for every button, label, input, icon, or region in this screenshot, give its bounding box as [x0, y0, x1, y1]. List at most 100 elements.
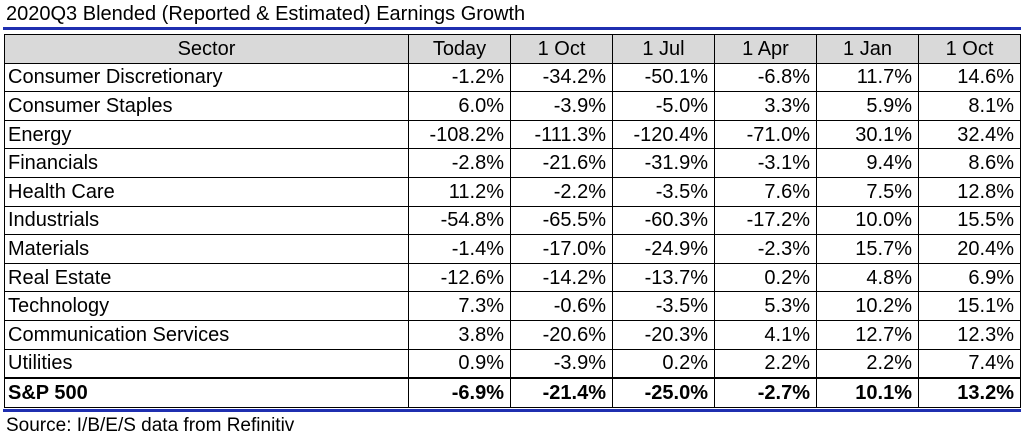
value-cell: 0.2%: [612, 348, 715, 379]
value-cell: -3.5%: [612, 176, 715, 207]
value-cell: 3.3%: [714, 91, 817, 121]
value-cell: -20.6%: [510, 319, 613, 350]
value-cell: 5.9%: [816, 91, 919, 121]
value-cell: 6.0%: [408, 91, 511, 121]
table-row: Materials -1.4% -17.0% -24.9% -2.3% 15.7% 20.4…: [4, 234, 1021, 264]
value-cell: -111.3%: [510, 119, 613, 150]
header-cell: 1 Jan: [816, 34, 919, 64]
value-cell: 0.9%: [408, 348, 511, 379]
value-cell: 7.3%: [408, 291, 511, 321]
sector-cell: Materials: [4, 234, 409, 264]
value-cell: 7.4%: [918, 348, 1021, 379]
table-row: Utilities 0.9% -3.9% 0.2% 2.2% 2.2% 7.4%: [4, 348, 1021, 379]
value-cell: -17.2%: [714, 205, 817, 236]
header-row: Sector Today 1 Oct 1 Jul 1 Apr 1 Jan 1 O…: [4, 34, 1021, 64]
sector-cell: Industrials: [4, 205, 409, 236]
sector-cell: Health Care: [4, 176, 409, 207]
sector-cell: Consumer Staples: [4, 91, 409, 121]
value-cell: -71.0%: [714, 119, 817, 150]
value-cell: 8.6%: [918, 148, 1021, 178]
table-body: Consumer Discretionary -1.2% -34.2% -50.1% -…: [4, 62, 1021, 408]
value-cell: -50.1%: [612, 62, 715, 93]
table-row: Industrials -54.8% -65.5% -60.3% -17.2% 10.0%…: [4, 205, 1021, 236]
header-cell: 1 Apr: [714, 34, 817, 64]
value-cell: 0.2%: [714, 262, 817, 293]
value-cell: -25.0%: [612, 377, 715, 408]
value-cell: -20.3%: [612, 319, 715, 350]
value-cell: 11.7%: [816, 62, 919, 93]
table-row: Health Care 11.2% -2.2% -3.5% 7.6% 7.5% 12.8%: [4, 176, 1021, 207]
value-cell: -12.6%: [408, 262, 511, 293]
value-cell: -60.3%: [612, 205, 715, 236]
value-cell: 10.2%: [816, 291, 919, 321]
value-cell: -24.9%: [612, 234, 715, 264]
table-row: Real Estate -12.6% -14.2% -13.7% 0.2% 4.8% 6.9…: [4, 262, 1021, 293]
value-cell: 7.5%: [816, 176, 919, 207]
value-cell: 30.1%: [816, 119, 919, 150]
value-cell: 12.7%: [816, 319, 919, 350]
sector-cell: Communication Services: [4, 319, 409, 350]
table-row: Technology 7.3% -0.6% -3.5% 5.3% 10.2% 15.1%: [4, 291, 1021, 321]
value-cell: -1.4%: [408, 234, 511, 264]
table-row: Communication Services 3.8% -20.6% -20.3% 4.…: [4, 319, 1021, 350]
value-cell: 14.6%: [918, 62, 1021, 93]
value-cell: 15.1%: [918, 291, 1021, 321]
value-cell: 7.6%: [714, 176, 817, 207]
header-cell: Sector: [4, 34, 409, 64]
value-cell: -13.7%: [612, 262, 715, 293]
earnings-growth-table: Sector Today 1 Oct 1 Jul 1 Apr 1 Jan 1 O…: [4, 34, 1021, 408]
value-cell: 11.2%: [408, 176, 511, 207]
value-cell: 15.7%: [816, 234, 919, 264]
value-cell: 6.9%: [918, 262, 1021, 293]
value-cell: 9.4%: [816, 148, 919, 178]
value-cell: -34.2%: [510, 62, 613, 93]
value-cell: -2.3%: [714, 234, 817, 264]
value-cell: -21.6%: [510, 148, 613, 178]
value-cell: -2.2%: [510, 176, 613, 207]
table-title: 2020Q3 Blended (Reported & Estimated) Ea…: [6, 3, 526, 25]
value-cell: -120.4%: [612, 119, 715, 150]
sector-cell: S&P 500: [4, 377, 409, 408]
value-cell: -6.9%: [408, 377, 511, 408]
header-cell: 1 Jul: [612, 34, 715, 64]
bottom-rule: [3, 409, 1021, 412]
value-cell: -2.7%: [714, 377, 817, 408]
source-note: Source: I/B/E/S data from Refinitiv: [6, 415, 295, 436]
value-cell: -21.4%: [510, 377, 613, 408]
value-cell: -2.8%: [408, 148, 511, 178]
value-cell: -0.6%: [510, 291, 613, 321]
value-cell: -54.8%: [408, 205, 511, 236]
table-row: Financials -2.8% -21.6% -31.9% -3.1% 9.4% 8.6%: [4, 148, 1021, 178]
value-cell: -108.2%: [408, 119, 511, 150]
sector-cell: Utilities: [4, 348, 409, 379]
value-cell: 2.2%: [816, 348, 919, 379]
value-cell: 10.1%: [816, 377, 919, 408]
value-cell: -6.8%: [714, 62, 817, 93]
value-cell: 10.0%: [816, 205, 919, 236]
value-cell: -3.9%: [510, 91, 613, 121]
value-cell: -14.2%: [510, 262, 613, 293]
top-rule: [3, 27, 1021, 30]
sector-cell: Real Estate: [4, 262, 409, 293]
value-cell: -1.2%: [408, 62, 511, 93]
value-cell: 13.2%: [918, 377, 1021, 408]
value-cell: -31.9%: [612, 148, 715, 178]
table-row: Consumer Staples 6.0% -3.9% -5.0% 3.3% 5.9% 8.…: [4, 91, 1021, 121]
sector-cell: Consumer Discretionary: [4, 62, 409, 93]
sector-cell: Technology: [4, 291, 409, 321]
header-cell: 1 Oct: [918, 34, 1021, 64]
total-row: S&P 500 -6.9% -21.4% -25.0% -2.7% 10.1% 13.2%: [4, 377, 1021, 408]
value-cell: 2.2%: [714, 348, 817, 379]
value-cell: -3.5%: [612, 291, 715, 321]
sector-cell: Energy: [4, 119, 409, 150]
table-row: Energy -108.2% -111.3% -120.4% -71.0% 30.1% 32…: [4, 119, 1021, 150]
header-cell: 1 Oct: [510, 34, 613, 64]
sector-cell: Financials: [4, 148, 409, 178]
value-cell: 3.8%: [408, 319, 511, 350]
value-cell: -5.0%: [612, 91, 715, 121]
value-cell: -3.1%: [714, 148, 817, 178]
value-cell: 12.3%: [918, 319, 1021, 350]
value-cell: 32.4%: [918, 119, 1021, 150]
value-cell: 8.1%: [918, 91, 1021, 121]
value-cell: -17.0%: [510, 234, 613, 264]
